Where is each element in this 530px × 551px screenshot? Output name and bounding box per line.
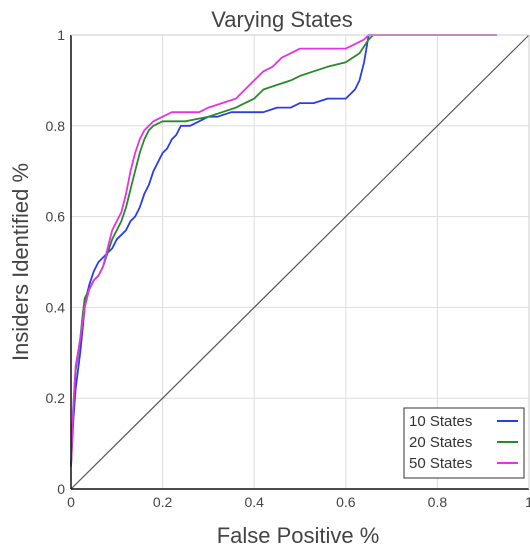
y-tick-label: 0.2 (46, 390, 66, 406)
y-tick-label: 0.6 (46, 209, 66, 225)
x-tick-label: 0.4 (244, 494, 264, 510)
x-tick-label: 0.8 (428, 494, 448, 510)
legend-label: 50 States (409, 455, 472, 472)
series-line-1 (70, 34, 497, 467)
series-line-3 (70, 34, 497, 467)
tick-labels: 0 0.2 0.4 0.6 0.8 1 0 0.2 0.4 0.6 0.8 1 (46, 27, 530, 510)
y-tick-label: 1 (57, 27, 65, 43)
y-tick-label: 0.4 (46, 299, 66, 315)
legend-label: 10 States (409, 413, 472, 430)
reference-layer (70, 34, 530, 490)
x-tick-label: 0.2 (153, 494, 173, 510)
legend-label: 20 States (409, 434, 472, 451)
x-axis-title: False Positive % (217, 523, 380, 548)
legend: 10 States 20 States 50 States (403, 407, 525, 479)
y-tick-label: 0 (57, 481, 65, 497)
diagonal-reference-line (70, 34, 530, 490)
y-tick-label: 0.8 (46, 118, 66, 134)
grid (70, 34, 530, 490)
x-tick-label: 0 (67, 494, 75, 510)
y-axis-title: Insiders Identified % (8, 163, 33, 361)
x-tick-label: 0.6 (336, 494, 356, 510)
x-tick-label: 1 (525, 494, 530, 510)
chart-title: Varying States (211, 7, 352, 32)
plot-frame-layer (70, 34, 530, 490)
series-layer (70, 34, 497, 467)
